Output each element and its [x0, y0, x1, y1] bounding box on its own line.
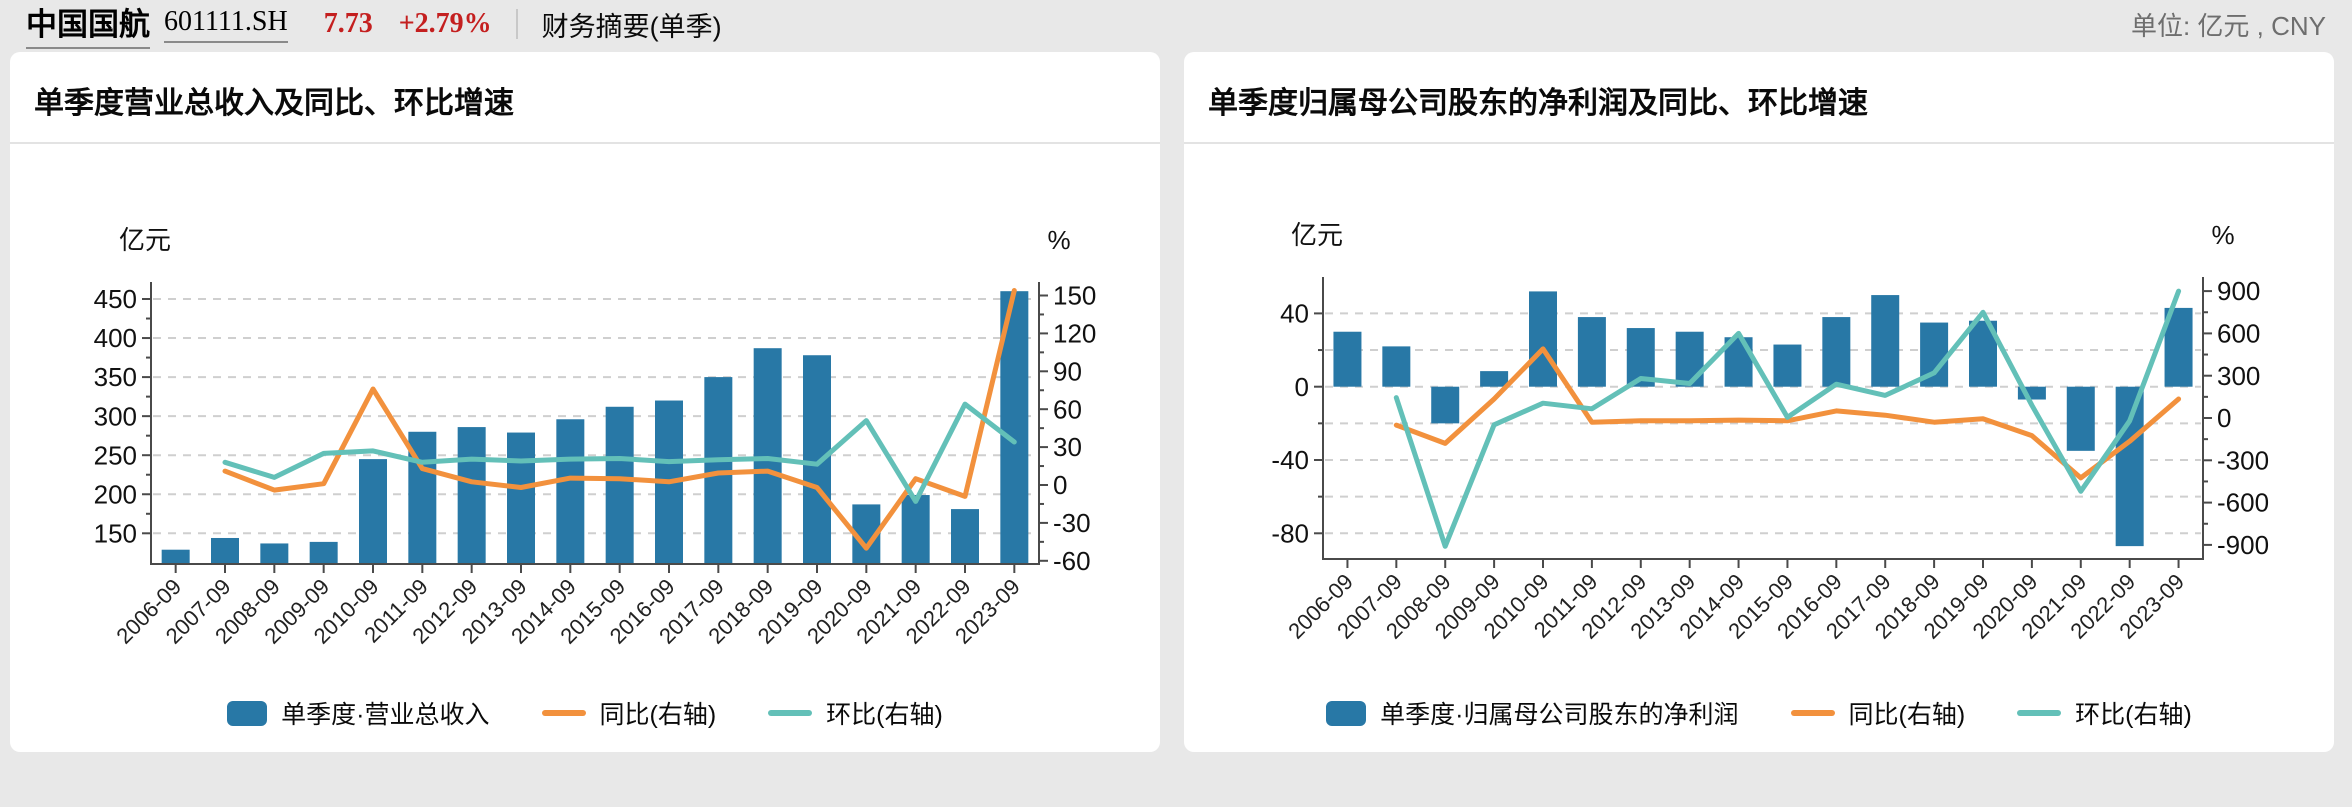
legend-label: 环比(右轴) [2075, 701, 2192, 729]
bar-swatch-icon [227, 700, 268, 726]
qoq-line-swatch-icon [2017, 710, 2062, 716]
svg-text:350: 350 [94, 362, 137, 392]
revenue-chart-legend: 单季度·营业总收入 同比(右轴) 环比(右轴) [10, 695, 1160, 731]
stock-price: 7.73 [323, 8, 373, 39]
svg-text:600: 600 [2217, 319, 2260, 349]
svg-text:0: 0 [2217, 403, 2231, 433]
stock-code: 601111.SH [164, 6, 288, 43]
svg-text:150: 150 [1053, 281, 1096, 311]
svg-text:-900: -900 [2217, 530, 2269, 560]
bar-swatch-icon [1326, 700, 1367, 726]
header-bar: 中国国航 601111.SH 7.73 +2.79% 财务摘要(单季) 单位: … [0, 0, 2352, 49]
legend-item-yoy[interactable]: 同比(右轴) [1790, 695, 1966, 731]
legend-item-qoq[interactable]: 环比(右轴) [2017, 695, 2192, 731]
legend-label: 环比(右轴) [826, 701, 943, 729]
legend-item-revenue[interactable]: 单季度·营业总收入 [227, 695, 490, 731]
svg-text:-60: -60 [1053, 546, 1091, 576]
legend-item-qoq[interactable]: 环比(右轴) [768, 695, 943, 731]
stock-change-percent: +2.79% [398, 8, 492, 39]
svg-text:%: % [2211, 220, 2234, 250]
svg-text:200: 200 [94, 479, 137, 509]
svg-text:250: 250 [94, 440, 137, 470]
header-divider [515, 9, 518, 39]
svg-text:亿元: 亿元 [119, 225, 171, 255]
legend-label: 同比(右轴) [599, 701, 717, 729]
svg-text:400: 400 [94, 323, 137, 353]
svg-text:-80: -80 [1271, 518, 1309, 548]
revenue-chart-canvas: 4504003503002502001501501209060300-30-60… [94, 225, 1097, 649]
legend-label: 单季度·营业总收入 [281, 701, 490, 729]
svg-text:150: 150 [94, 518, 137, 548]
svg-text:900: 900 [2217, 276, 2260, 306]
qoq-line-swatch-icon [768, 710, 813, 716]
net-profit-chart-legend: 单季度·归属母公司股东的净利润 同比(右轴) 环比(右轴) [1184, 695, 2334, 731]
svg-text:40: 40 [1280, 299, 1309, 329]
svg-text:-40: -40 [1271, 445, 1309, 475]
net-profit-chart-title: 单季度归属母公司股东的净利润及同比、环比增速 [1184, 52, 2334, 144]
svg-text:450: 450 [94, 284, 137, 314]
svg-text:-300: -300 [2217, 445, 2269, 475]
svg-text:60: 60 [1053, 394, 1082, 424]
net-profit-chart-panel: 单季度归属母公司股东的净利润及同比、环比增速 40 0 -40 -80 900 600 30… [1184, 52, 2334, 752]
legend-label: 单季度·归属母公司股东的净利润 [1380, 701, 1739, 729]
svg-text:120: 120 [1053, 319, 1096, 349]
svg-text:-30: -30 [1053, 508, 1091, 538]
svg-text:300: 300 [2217, 361, 2260, 391]
stock-name: 中国国航 [26, 0, 150, 49]
report-type-label: 财务摘要(单季) [541, 11, 722, 42]
legend-label: 同比(右轴) [1848, 701, 1966, 729]
revenue-chart-title: 单季度营业总收入及同比、环比增速 [10, 52, 1160, 144]
net-profit-chart-canvas: 400-40-809006003000-300-600-9002006-0920… [1271, 220, 2269, 644]
svg-text:30: 30 [1053, 432, 1082, 462]
svg-text:0: 0 [1053, 470, 1067, 500]
legend-item-yoy[interactable]: 同比(右轴) [541, 695, 717, 731]
legend-item-net-profit[interactable]: 单季度·归属母公司股东的净利润 [1326, 695, 1739, 731]
svg-text:-600: -600 [2217, 488, 2269, 518]
svg-text:300: 300 [94, 401, 137, 431]
revenue-chart-panel: 单季度营业总收入及同比、环比增速 450 400 350 300 250 200 150 15… [10, 52, 1160, 752]
unit-label: 单位: 亿元 , CNY [2130, 10, 2326, 41]
yoy-line-swatch-icon [541, 710, 586, 716]
yoy-line-swatch-icon [1790, 710, 1835, 716]
svg-text:%: % [1047, 225, 1070, 255]
svg-text:90: 90 [1053, 356, 1082, 386]
svg-text:亿元: 亿元 [1291, 220, 1343, 250]
svg-text:0: 0 [1295, 372, 1309, 402]
